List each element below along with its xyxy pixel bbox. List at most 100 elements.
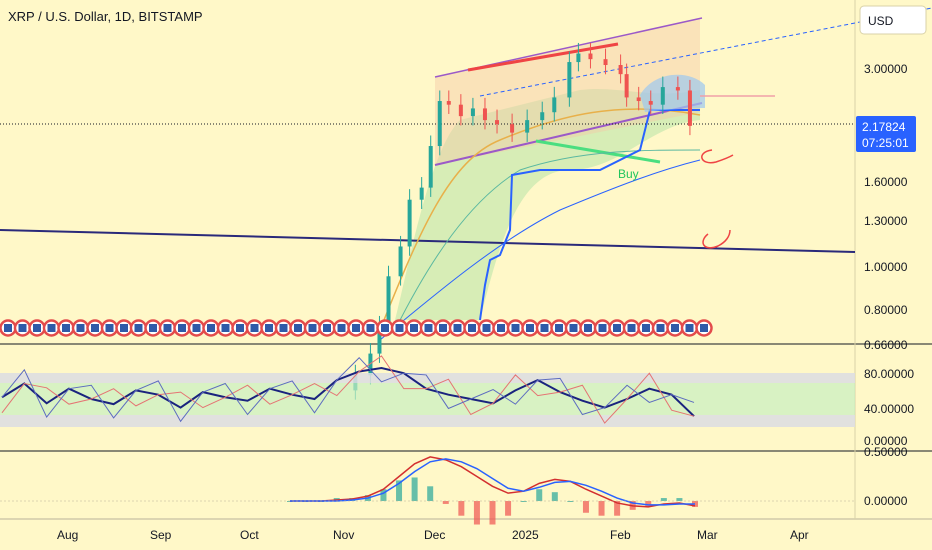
bar-countdown: 07:25:01 [862,136,909,150]
price-tick: 0.80000 [864,303,908,317]
macd-histogram-bar [660,498,667,501]
candle-body [540,112,545,121]
green-trend-line [535,139,661,164]
candle-body [398,246,403,277]
time-label: Nov [333,528,354,542]
stoch-k-line [1,355,695,424]
event-flag-icon-inner [134,324,143,332]
macd-histogram-bar [458,501,465,516]
event-flag-icon-inner [62,324,70,332]
macd-series [0,456,855,525]
candle-body [588,53,593,60]
event-flag-icon-inner [395,324,404,332]
event-flag-icon-inner [178,324,186,332]
ma-mid-line [394,149,701,331]
time-label: Dec [424,528,445,542]
candle-body [648,101,653,105]
event-flag-icon-inner [207,324,215,332]
ma-fast-line [379,108,701,331]
event-flag-icon-inner [76,324,85,332]
macd-histogram-bar [582,501,589,513]
event-flag-icon-inner [18,324,27,332]
macd-tick: 0.00000 [864,494,908,508]
time-label: Apr [790,528,809,542]
candle-body [636,97,641,102]
macd-histogram-bar [645,501,652,507]
rsi-tick: 80.00000 [864,367,914,381]
candle-body [495,120,500,125]
event-flag-icon-inner [337,324,346,332]
candle-body [482,108,487,121]
event-flag-icon-inner [192,324,201,332]
macd-histogram-bar [489,501,496,525]
macd-histogram-bar [676,498,683,501]
event-flag-icon-inner [366,324,375,332]
price-tick: 1.60000 [864,175,908,189]
event-flag-icon-inner [279,324,288,332]
price-tick: 1.00000 [864,260,908,274]
event-flag-icon-inner [511,324,520,332]
event-flag-icon-inner [265,324,273,332]
stoch-d-line [1,356,695,423]
event-flag-icon-inner [381,324,389,332]
candle-body [687,90,692,126]
chart-title: XRP / U.S. Dollar, 1D, BITSTAMP [8,9,203,24]
time-label: Feb [610,528,631,542]
price-tick: 0.66000 [864,338,908,352]
currency-button-label: USD [868,14,894,28]
event-flag-icon-inner [642,324,650,332]
event-flag-icon-inner [453,324,462,332]
macd-signal-line [290,458,695,506]
macd-histogram-bar [520,501,527,502]
candle-body [446,101,451,105]
candle-body [377,326,382,354]
macd-line [290,456,696,508]
candle-body [675,87,680,91]
event-flag-icon-inner [105,324,114,332]
candle-body [368,353,373,376]
event-flag-icon-inner [613,324,621,332]
event-flag-icon-inner [163,324,172,332]
macd-histogram-bar [567,501,574,502]
event-flag-icon-inner [33,324,41,332]
candle-body [437,101,442,147]
candle-body [567,62,572,98]
event-flag-icon-inner [4,324,12,332]
event-flag-icon-inner [598,324,607,332]
price-tick: 3.00000 [864,62,908,76]
ichimoku-cloud [395,88,700,320]
event-flag-icon-inner [569,324,578,332]
event-flag-icon-inner [120,324,128,332]
event-flag-icon-inner [468,324,476,332]
macd-histogram-bar [427,486,434,501]
economic-events-row[interactable] [0,319,713,337]
event-flag-icon-inner [424,324,433,332]
event-flag-icon-inner [555,324,563,332]
last-price-value: 2.17824 [862,120,906,134]
event-flag-icon-inner [627,324,636,332]
macd-histogram-bar [505,501,512,516]
macd-histogram-bar [396,480,403,501]
rsi-tick: 0.00000 [864,434,908,448]
macd-histogram-bar [473,501,480,525]
rsi-line [1,367,695,417]
time-label: Oct [240,528,259,542]
price-tick: 1.30000 [864,214,908,228]
event-flag-icon-inner [250,324,259,332]
rsi-overbought-band [0,373,855,383]
buy-label: Buy [618,167,639,181]
candle-body [428,146,433,188]
candle-body [660,87,665,105]
candle-body [407,199,412,247]
candle-body [525,120,530,133]
candle-body [510,124,515,133]
event-flag-icon-inner [91,324,99,332]
channel-lower-line [434,102,703,166]
currency-button[interactable] [859,5,927,35]
hand-drawn-arc-upper [701,149,734,164]
event-flag-icon-inner [149,324,157,332]
candle-body [576,53,581,63]
kijun-line [479,109,700,321]
event-flag-icon-inner [439,324,447,332]
